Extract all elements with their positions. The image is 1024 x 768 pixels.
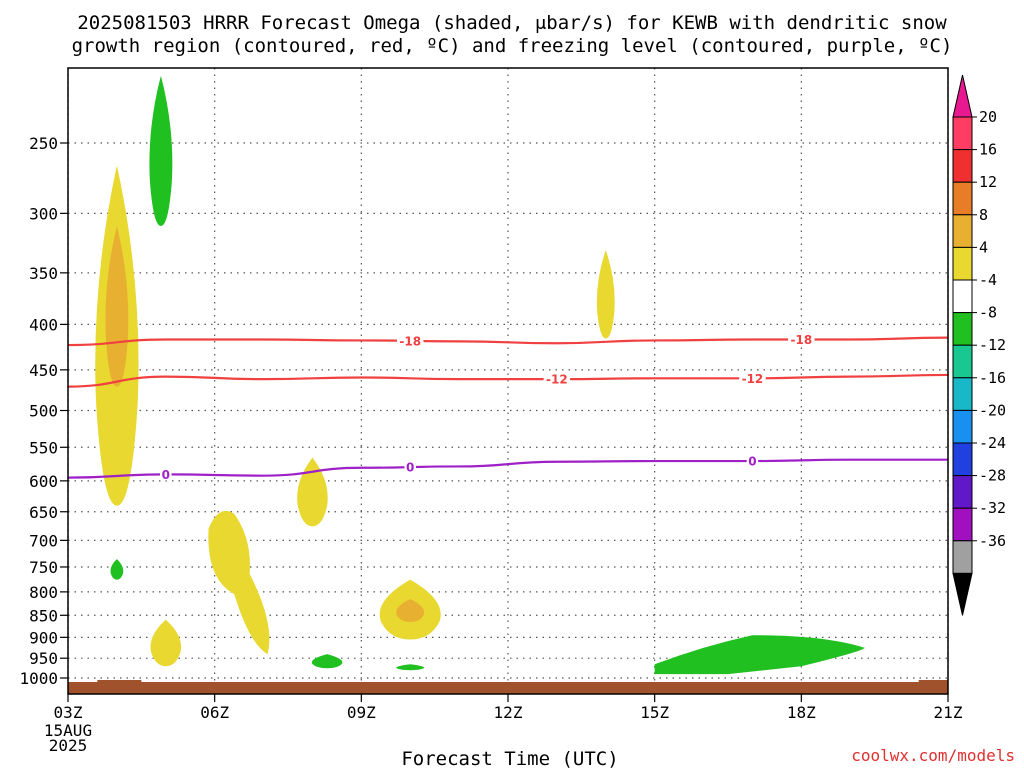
colorbar-segment (952, 377, 973, 411)
colorbar-segment (952, 181, 973, 216)
colorbar-label: 12 (979, 173, 997, 191)
y-tick-label: 900 (29, 628, 58, 647)
colorbar-segment (952, 214, 973, 248)
contour-label-0: 0 (748, 455, 756, 469)
contour-label--12: -12 (742, 372, 764, 386)
x-tick-label: 15Z (640, 703, 669, 722)
colorbar-label: -32 (979, 499, 1006, 517)
colorbar-segment (952, 540, 973, 574)
colorbar-segment (952, 312, 973, 346)
colorbar-label: -24 (979, 434, 1006, 452)
omega-region-negative (654, 635, 865, 675)
y-tick-label: 450 (29, 361, 58, 380)
colorbar: 20 16 12 8 4 -4 -8 -12 -16 -20 -24 -28 -32 -36 (952, 74, 1006, 616)
terrain-bump (918, 680, 948, 684)
x-tick-label: 03Z (54, 703, 83, 722)
omega-region-positive (596, 250, 615, 339)
contour-label--12: -12 (546, 373, 568, 387)
omega-region-negative (110, 559, 124, 580)
colorbar-label: 16 (979, 141, 997, 159)
colorbar-segment (952, 475, 973, 509)
contour-label-bg (739, 371, 766, 385)
contour-lines: -18 -18 -12 -12 0 0 0 (68, 332, 948, 482)
y-tick-label: 250 (29, 134, 58, 153)
colorbar-label: 4 (979, 238, 988, 256)
y-tick-label: 650 (29, 503, 58, 522)
y-axis: 250 300 350 400 450 500 550 600 650 700 750 800 850 9… (19, 134, 68, 688)
terrain-fill (68, 682, 948, 694)
y-tick-label: 700 (29, 531, 58, 550)
x-tick-label: 18Z (787, 703, 816, 722)
colorbar-label: -28 (979, 467, 1006, 485)
colorbar-label: 20 (979, 108, 997, 126)
omega-region-positive (297, 457, 328, 527)
x-tick-label: 12Z (494, 703, 523, 722)
colorbar-segment (952, 507, 973, 542)
contour-label--18: -18 (399, 334, 421, 348)
colorbar-segment (952, 279, 973, 314)
colorbar-label: -36 (979, 532, 1006, 550)
colorbar-label: -20 (979, 401, 1006, 419)
colorbar-segment (952, 149, 973, 183)
y-tick-label: 500 (29, 402, 58, 421)
colorbar-label: -12 (979, 336, 1006, 354)
y-tick-label: 800 (29, 583, 58, 602)
x-tick-label: 06Z (200, 703, 229, 722)
y-tick-label: 600 (29, 472, 58, 491)
omega-region-negative (149, 75, 173, 227)
x-axis-title: Forecast Time (UTC) (401, 748, 618, 768)
y-tick-label: 350 (29, 264, 58, 283)
omega-region-negative (311, 654, 343, 669)
colorbar-top-arrow (952, 74, 973, 118)
contour-label-bg (160, 467, 172, 481)
terrain-strip (68, 680, 948, 694)
y-tick-label: 750 (29, 558, 58, 577)
contour-label-bg (746, 454, 759, 468)
colorbar-segment (952, 116, 973, 151)
contour-line--18 (68, 336, 948, 347)
contour-label-bg (404, 460, 416, 474)
contour-label-bg (396, 333, 424, 347)
chart-title-line2: growth region (contoured, red, ºC) and f… (72, 35, 953, 57)
omega-region-positive (150, 619, 182, 667)
omega-region-positive (208, 510, 270, 655)
colorbar-segment (952, 246, 973, 281)
omega-region-positive (105, 226, 129, 387)
colorbar-bottom-arrow (952, 572, 973, 616)
omega-region-positive (396, 599, 425, 623)
omega-shading (95, 75, 865, 675)
x-tick-label: 21Z (934, 703, 963, 722)
colorbar-label: 8 (979, 206, 988, 224)
colorbar-segment (952, 442, 973, 477)
contour-label-0: 0 (406, 461, 414, 475)
contour-label-0: 0 (162, 468, 170, 482)
colorbar-segment (952, 344, 973, 379)
x-date-label: 15AUG (44, 721, 92, 740)
grid-lines (67, 68, 949, 694)
x-tick-label: 09Z (347, 703, 376, 722)
contour-line-0 (68, 458, 948, 479)
colorbar-label: -8 (979, 304, 997, 322)
contour-label-bg (543, 372, 571, 386)
y-tick-label: 400 (29, 315, 58, 334)
colorbar-label: -4 (979, 271, 997, 289)
y-tick-label: 550 (29, 438, 58, 457)
chart-title-line1: 2025081503 HRRR Forecast Omega (shaded, … (77, 12, 947, 34)
x-date-label: 2025 (49, 736, 88, 755)
y-tick-label: 950 (29, 649, 58, 668)
credit-text: coolwx.com/models (851, 746, 1015, 765)
y-tick-label: 300 (29, 204, 58, 223)
contour-label-bg (788, 332, 815, 346)
colorbar-label: -16 (979, 369, 1006, 387)
y-tick-label: 1000 (19, 669, 58, 688)
contour-line--12 (68, 373, 948, 388)
contour-label--18: -18 (790, 333, 812, 347)
terrain-bump (97, 680, 142, 684)
y-tick-label: 850 (29, 606, 58, 625)
omega-region-negative (396, 664, 425, 671)
colorbar-segment (952, 409, 973, 444)
